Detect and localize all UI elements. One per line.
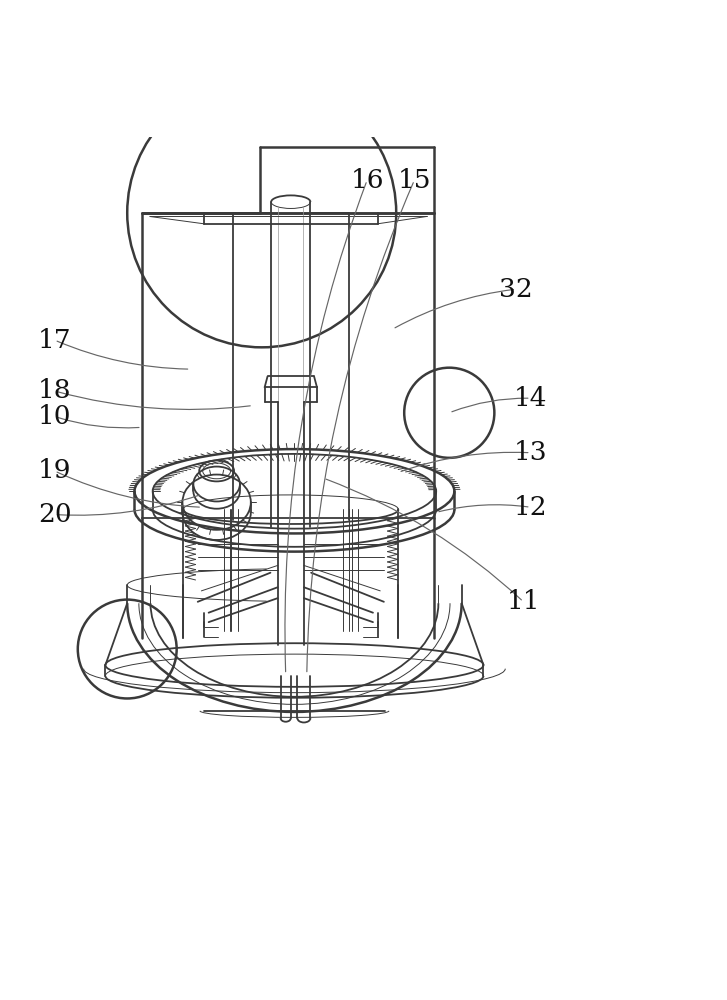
Text: 15: 15	[398, 168, 431, 193]
Text: 16: 16	[350, 168, 384, 193]
Text: 13: 13	[514, 440, 547, 465]
Text: 10: 10	[38, 404, 71, 429]
Text: 17: 17	[38, 328, 71, 353]
Text: 12: 12	[514, 495, 547, 520]
Text: 19: 19	[38, 458, 71, 483]
Text: 11: 11	[507, 589, 540, 614]
Text: 20: 20	[38, 502, 71, 527]
Text: 32: 32	[499, 277, 533, 302]
Text: 14: 14	[514, 386, 547, 411]
Text: 18: 18	[38, 378, 71, 403]
